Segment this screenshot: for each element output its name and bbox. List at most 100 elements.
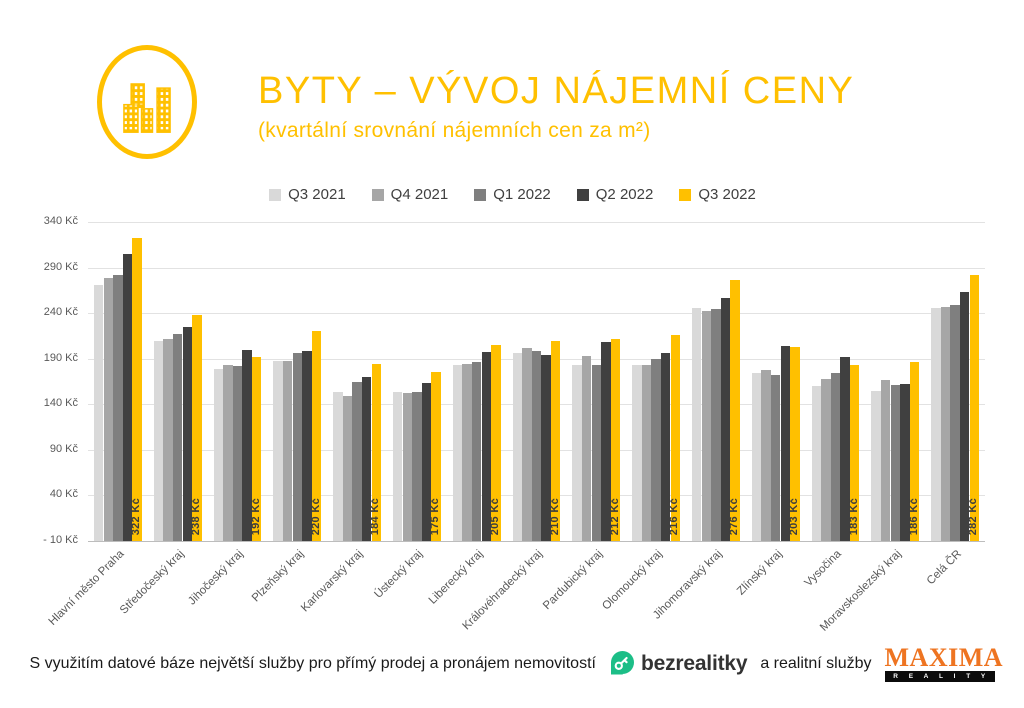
bar (223, 365, 233, 541)
bar (103, 277, 114, 541)
bar (282, 361, 293, 541)
bar (93, 284, 104, 541)
bar (412, 392, 422, 541)
bar (880, 379, 891, 541)
bar (541, 355, 551, 541)
bar (780, 345, 791, 541)
bar (711, 308, 721, 541)
x-tick-label: Středočeský kraj (117, 548, 187, 617)
bar (900, 384, 910, 541)
bar (572, 365, 582, 541)
bar (122, 253, 133, 541)
x-tick-label: Celá ČR (924, 548, 964, 588)
bar (632, 365, 642, 541)
bar (849, 365, 860, 541)
bar-value-label: 322 Kč (130, 497, 143, 535)
bar (591, 365, 602, 541)
legend-marker (679, 188, 692, 201)
bar-value-label: 210 Kč (548, 497, 561, 535)
bar (371, 364, 382, 541)
bar (242, 349, 252, 541)
bar (871, 390, 881, 541)
gridline (88, 267, 985, 269)
bar (691, 307, 702, 541)
bar (452, 365, 463, 541)
bar (361, 376, 372, 541)
bar (821, 378, 831, 541)
bar-value-label: 212 Kč (608, 497, 621, 535)
bar-value-label: 203 Kč (787, 497, 800, 535)
x-tick-label: Zlínský kraj (734, 548, 785, 598)
x-tick-label: Karlovarský kraj (299, 548, 366, 615)
chart-legend: Q3 2021 Q4 2021 Q1 2022 Q2 2022 Q3 2022 (64, 186, 961, 203)
y-tick-label: 40 Kč (49, 488, 78, 501)
bar (192, 314, 202, 541)
gridline (88, 541, 985, 542)
bar (392, 392, 403, 541)
legend-item: Q2 2022 (576, 186, 654, 203)
legend-item: Q1 2022 (474, 186, 551, 203)
bar (431, 372, 441, 541)
bar (342, 396, 353, 541)
bar (113, 274, 123, 541)
legend-item: Q3 2022 (679, 186, 756, 203)
x-tick-label: Jihočeský kraj (186, 548, 246, 608)
bezrealitky-pin-key-icon (610, 651, 634, 675)
bar-value-label: 238 Kč (189, 497, 202, 535)
bar-value-label: 175 Kč (429, 497, 442, 535)
bar (352, 381, 362, 541)
y-tick-label: 190 Kč (43, 351, 78, 364)
bar (550, 340, 561, 541)
y-tick-label: 340 Kč (43, 215, 78, 227)
x-tick-label: Liberecký kraj (426, 548, 486, 607)
footer: S využitím datové báze největší služby p… (0, 643, 1024, 682)
bar-value-label: 276 Kč (728, 497, 741, 535)
bar (770, 375, 781, 541)
bar (471, 362, 482, 541)
maxima-logo: MAXIMA R E A L I T Y (884, 643, 1004, 682)
legend-marker (269, 188, 282, 201)
legend-label: Q3 2021 (288, 186, 346, 203)
legend-label: Q2 2022 (595, 186, 654, 203)
gridline (88, 222, 985, 223)
bar (931, 307, 941, 541)
bar (730, 280, 740, 541)
legend-item: Q3 2021 (269, 186, 346, 203)
bar (232, 366, 243, 541)
bar (273, 360, 283, 541)
y-tick-label: 90 Kč (49, 442, 78, 455)
bar-value-label: 205 Kč (488, 497, 501, 535)
bar (251, 356, 262, 541)
bar (302, 351, 312, 541)
bar (213, 368, 224, 541)
bar (950, 304, 960, 541)
bar (720, 297, 731, 541)
bar (761, 369, 771, 541)
bar (153, 340, 164, 541)
bar (182, 326, 193, 541)
legend-marker (576, 188, 589, 201)
y-tick-label: 290 Kč (43, 260, 78, 273)
bar-value-label: 183 Kč (847, 497, 860, 535)
maxima-reality-bar: R E A L I T Y (884, 670, 995, 682)
bar (402, 393, 413, 541)
brand-logo (97, 45, 197, 159)
y-tick-label: 140 Kč (43, 397, 78, 410)
bar (610, 338, 621, 541)
x-tick-label: Hlavní město Praha (46, 548, 127, 628)
maxima-wordmark: MAXIMA (884, 643, 1004, 672)
bar (292, 353, 303, 541)
page-title: BYTY – VÝVOJ NÁJEMNÍ CENY (258, 70, 855, 112)
legend-marker (371, 188, 384, 201)
bar (163, 338, 173, 541)
bar (522, 347, 532, 541)
y-tick-label: 240 Kč (43, 306, 78, 319)
bezrealitky-wordmark: bezrealitky (640, 651, 748, 675)
x-tick-label: Pardubický kraj (540, 548, 605, 613)
page-subtitle: (kvartální srovnání nájemních cen za m²) (258, 119, 651, 142)
gridline (88, 313, 985, 315)
bar (311, 331, 322, 541)
bezrealitky-logo: bezrealitky (609, 650, 748, 677)
bar (790, 346, 800, 541)
